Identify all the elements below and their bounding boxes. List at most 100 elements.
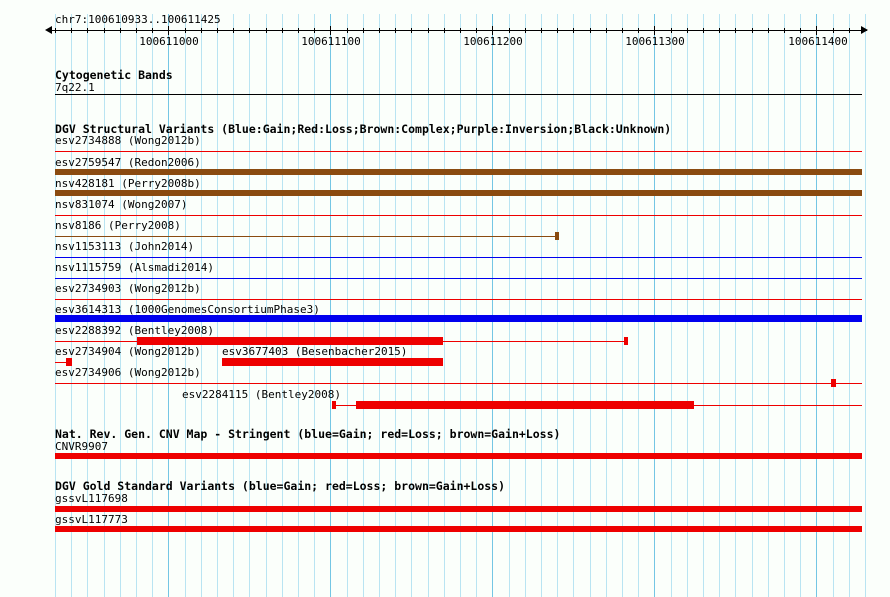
ruler-tick [606,28,607,33]
track-label[interactable]: nsv428181 (Perry2008b) [55,177,201,190]
track-label[interactable]: esv3677403 (Besenbacher2015) [222,345,408,358]
variant-bar[interactable] [55,453,862,459]
ruler-tick [849,28,850,33]
track-label[interactable]: nsv8186 (Perry2008) [55,219,181,232]
ruler-tick [492,26,493,35]
ruler-tick-label: 100611200 [463,35,523,48]
ruler-tick [379,28,380,33]
track-label[interactable]: esv2734906 (Wong2012b) [55,366,201,379]
variant-bar[interactable] [55,215,862,216]
track-label[interactable]: 7q22.1 [55,81,95,94]
ruler-tick [833,28,834,33]
variant-bar[interactable] [55,299,862,300]
variant-bar[interactable] [55,315,862,322]
variant-bar[interactable] [55,362,72,363]
ruler-tick [752,28,753,33]
ruler-tick [671,28,672,33]
arrow-right-icon [861,26,868,34]
ruler-tick-label: 100611400 [788,35,848,48]
variant-bar[interactable] [55,278,862,279]
ruler-tick [168,26,169,35]
ruler-tick [590,28,591,33]
arrow-left-icon [45,26,52,34]
ruler-tick [411,28,412,33]
locus-label: chr7:100610933..100611425 [55,13,221,26]
ruler-tick [687,28,688,33]
ruler-tick [233,28,234,33]
track-label[interactable]: esv2734904 (Wong2012b) [55,345,201,358]
ruler-axis[interactable] [47,30,867,31]
ruler-tick [55,28,56,33]
track-label[interactable]: CNVR9907 [55,440,108,453]
ruler-tick [395,28,396,33]
variant-bar[interactable] [55,169,862,175]
ruler-tick [735,28,736,33]
ruler-tick [557,28,558,33]
variant-bar[interactable] [55,257,862,258]
ruler-tick [87,28,88,33]
ruler-tick [120,28,121,33]
track-label[interactable]: esv3614313 (1000GenomesConsortiumPhase3) [55,303,320,316]
track-label[interactable]: esv2734903 (Wong2012b) [55,282,201,295]
ruler-tick [104,28,105,33]
variant-bar[interactable] [66,358,72,366]
ruler-tick [800,28,801,33]
ruler-tick [298,28,299,33]
ruler-tick [185,28,186,33]
ruler-tick [363,28,364,33]
ruler-tick [217,28,218,33]
cytoband-rule [55,94,862,95]
ruler-tick [460,28,461,33]
ruler-tick [266,28,267,33]
variant-bar[interactable] [624,337,628,345]
ruler-tick [444,28,445,33]
ruler-tick [719,28,720,33]
variant-bar[interactable] [55,190,862,196]
section-title-nrg-cnv-map-stringent: Nat. Rev. Gen. CNV Map - Stringent (blue… [55,427,561,441]
track-label[interactable]: esv2759547 (Redon2006) [55,156,201,169]
ruler-tick-label: 100611300 [625,35,685,48]
track-label[interactable]: esv2284115 (Bentley2008) [182,388,341,401]
variant-bar[interactable] [332,401,336,409]
track-label[interactable]: esv2288392 (Bentley2008) [55,324,214,337]
variant-bar[interactable] [831,379,836,387]
ruler-tick [282,28,283,33]
variant-bar[interactable] [55,151,862,152]
ruler-tick [428,28,429,33]
variant-bar[interactable] [356,401,694,409]
ruler-tick [314,28,315,33]
variant-bar[interactable] [137,337,443,345]
ruler-tick [476,28,477,33]
variant-bar[interactable] [55,236,558,237]
ruler-tick [525,28,526,33]
ruler-tick [768,28,769,33]
variant-bar[interactable] [222,358,443,366]
track-label[interactable]: esv2734888 (Wong2012b) [55,134,201,147]
ruler-tick [541,28,542,33]
variant-bar[interactable] [55,506,862,512]
variant-bar[interactable] [55,383,862,384]
ruler-tick [654,26,655,35]
ruler-tick [509,28,510,33]
ruler-tick [622,28,623,33]
ruler-tick [136,28,137,33]
ruler-tick-label: 100611000 [139,35,199,48]
variant-bar[interactable] [55,526,862,532]
ruler-tick [573,28,574,33]
ruler-tick-label: 100611100 [301,35,361,48]
track-label[interactable]: gssvL117698 [55,492,128,505]
ruler-tick [703,28,704,33]
ruler-tick [152,28,153,33]
ruler-tick [249,28,250,33]
grid-line-minor [865,14,866,597]
track-label[interactable]: nsv1153113 (John2014) [55,240,195,253]
ruler-tick [201,28,202,33]
ruler-tick [71,28,72,33]
track-label[interactable]: gssvL117773 [55,513,128,526]
ruler-tick [347,28,348,33]
track-label[interactable]: nsv831074 (Wong2007) [55,198,188,211]
track-label[interactable]: nsv1115759 (Alsmadi2014) [55,261,214,274]
section-title-dgv-gold-standard-variants: DGV Gold Standard Variants (blue=Gain; r… [55,479,506,493]
variant-bar[interactable] [555,232,559,240]
